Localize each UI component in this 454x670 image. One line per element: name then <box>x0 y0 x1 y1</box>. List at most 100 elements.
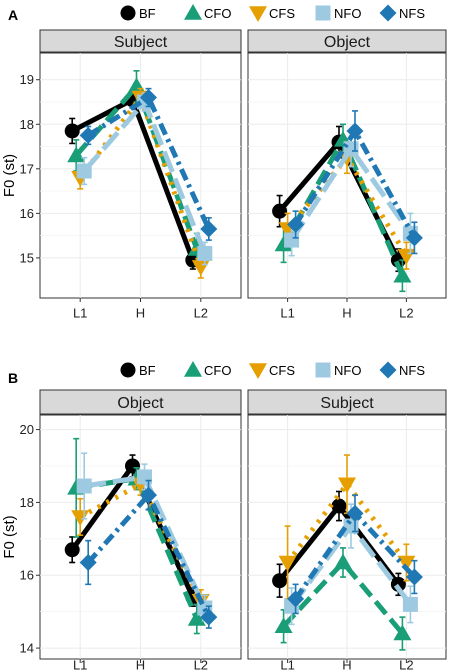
series-nfs <box>287 494 423 615</box>
series-bf <box>272 490 406 598</box>
facet-subject: Subject L1 H L2 <box>39 29 242 321</box>
legend-label-nfs: NFS <box>399 6 425 21</box>
legend-key-nfo <box>315 5 331 21</box>
data-point <box>200 608 218 626</box>
facet-title: Subject <box>114 34 168 51</box>
series-cfo <box>274 547 412 651</box>
facet-strip <box>39 389 242 415</box>
legend-key-cfs <box>249 363 267 379</box>
facet-object: Object L1 H L2 <box>247 29 447 321</box>
legend-label-cfo: CFO <box>204 6 231 21</box>
data-point <box>76 478 92 494</box>
y-tick-label: 18 <box>20 495 34 510</box>
y-tick-label: 19 <box>20 72 34 87</box>
legend-label-nfo: NFO <box>334 6 361 21</box>
x-tick-label: H <box>342 658 351 670</box>
data-point <box>393 624 412 641</box>
data-point <box>67 146 86 163</box>
x-tick-label: H <box>136 658 145 670</box>
data-point <box>187 609 206 626</box>
legend-label-nfo: NFO <box>334 363 361 378</box>
x-tick-label: L1 <box>280 658 294 670</box>
facet-title: Object <box>117 395 164 412</box>
legend-key-nfs <box>379 4 397 22</box>
x-tick-label: L2 <box>194 306 208 321</box>
series-nfs <box>287 110 423 255</box>
x-tick-label: L2 <box>399 658 413 670</box>
data-point <box>76 163 92 179</box>
series-line <box>86 95 212 230</box>
data-point <box>278 555 297 572</box>
legend-label-cfs: CFS <box>269 363 295 378</box>
panel-label: A <box>8 7 18 23</box>
series-line <box>86 492 212 619</box>
data-point <box>284 232 300 248</box>
x-tick-label: L1 <box>280 306 294 321</box>
data-point <box>346 122 364 140</box>
data-point <box>334 553 352 570</box>
legend: BF CFO CFS NFO NFS <box>120 4 425 22</box>
data-point <box>402 596 418 612</box>
legend-key-nfo <box>315 362 331 378</box>
facet-strip <box>247 29 447 53</box>
data-point <box>393 266 412 283</box>
data-point <box>64 123 80 139</box>
x-tick-label: L2 <box>194 658 208 670</box>
x-tick-label: H <box>136 306 145 321</box>
series-line <box>281 559 405 636</box>
data-point <box>272 203 288 219</box>
data-point <box>338 477 356 494</box>
data-point <box>274 617 293 633</box>
series-nfs <box>79 87 218 241</box>
y-axis-label: F0 (st) <box>1 154 18 197</box>
data-point <box>64 542 80 558</box>
data-point <box>390 576 406 592</box>
data-point <box>343 141 359 157</box>
x-tick-label: L1 <box>73 306 87 321</box>
legend-label-cfo: CFO <box>204 363 231 378</box>
facet-object: Object L1 H L2 <box>39 389 242 670</box>
y-tick-label: 16 <box>20 568 34 583</box>
legend-label-nfs: NFS <box>399 363 425 378</box>
series-line <box>285 481 409 565</box>
legend-key-cfo <box>184 361 202 377</box>
legend-key-bf <box>120 5 136 21</box>
x-tick-label: L1 <box>73 658 87 670</box>
legend-key-nfs <box>379 361 397 379</box>
legend-label-bf: BF <box>139 363 156 378</box>
data-point <box>140 89 157 107</box>
facet-strip <box>39 29 242 53</box>
legend-key-cfs <box>249 6 267 22</box>
y-tick-label: 17 <box>20 161 34 176</box>
data-point <box>200 220 218 238</box>
series-nfs <box>79 479 218 629</box>
facet-strip <box>247 389 447 415</box>
data-point <box>79 126 97 144</box>
data-point <box>405 568 423 586</box>
series-line <box>79 481 204 602</box>
legend-key-cfo <box>184 4 202 20</box>
y-tick-label: 20 <box>20 422 34 437</box>
y-axis-label: F0 (st) <box>1 515 18 558</box>
y-tick-label: 15 <box>20 250 34 265</box>
y-tick-label: 16 <box>20 206 34 221</box>
data-point <box>287 216 305 233</box>
data-point <box>287 590 305 608</box>
x-tick-label: H <box>342 306 351 321</box>
legend-key-bf <box>120 362 136 378</box>
legend-label-cfs: CFS <box>269 6 295 21</box>
x-tick-label: L2 <box>399 306 413 321</box>
data-point <box>405 229 423 247</box>
data-point <box>346 504 364 522</box>
data-point <box>197 245 213 261</box>
data-point <box>272 573 288 589</box>
data-point <box>397 555 416 572</box>
facet-title: Object <box>324 34 371 51</box>
data-point <box>79 553 97 571</box>
data-point <box>331 498 347 514</box>
legend-label-bf: BF <box>139 6 156 21</box>
data-point <box>140 486 157 504</box>
facet-title: Subject <box>320 395 374 412</box>
facet-subject: Subject L1 H L2 <box>247 389 447 670</box>
